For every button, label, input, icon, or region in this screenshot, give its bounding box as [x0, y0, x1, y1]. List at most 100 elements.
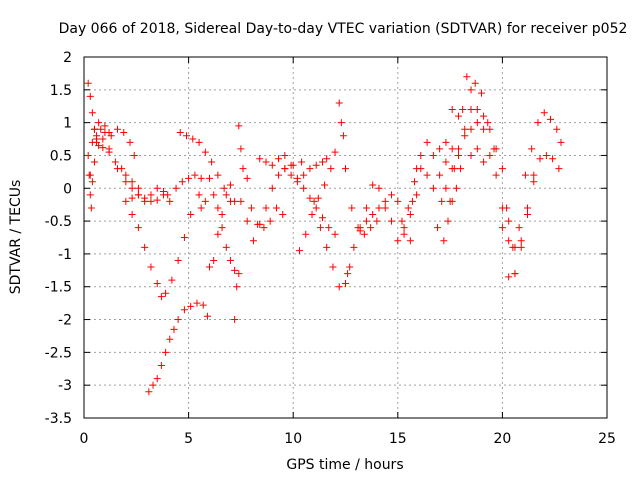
data-point: [249, 237, 257, 245]
data-point: [300, 171, 308, 179]
y-tick-label: -0.5: [45, 214, 72, 230]
data-point: [147, 197, 155, 205]
data-point: [325, 224, 333, 232]
data-point: [99, 144, 107, 152]
data-point: [218, 211, 226, 219]
data-point: [515, 224, 523, 232]
data-point: [206, 174, 214, 182]
data-point: [195, 191, 203, 199]
data-point: [147, 263, 155, 271]
data-point: [327, 165, 335, 173]
data-point: [193, 299, 201, 307]
data-point: [331, 230, 339, 238]
data-point: [444, 217, 452, 225]
data-point: [176, 128, 184, 136]
plot-frame: [83, 56, 608, 419]
data-point: [477, 89, 485, 97]
data-point: [189, 135, 197, 143]
data-point: [191, 171, 199, 179]
data-point: [517, 237, 525, 245]
data-point: [448, 106, 456, 114]
data-point: [356, 227, 364, 235]
data-point: [197, 204, 205, 212]
data-point: [413, 191, 421, 199]
data-point: [473, 145, 481, 153]
data-point: [206, 263, 214, 271]
data-point: [316, 224, 324, 232]
data-point: [153, 279, 161, 287]
data-point: [306, 165, 314, 173]
data-point: [362, 217, 370, 225]
data-point: [153, 196, 161, 204]
data-point: [203, 312, 211, 320]
data-point: [323, 155, 331, 163]
data-point: [471, 79, 479, 87]
grid: [84, 57, 607, 418]
data-point: [164, 191, 172, 199]
data-point: [318, 214, 326, 222]
data-point: [480, 125, 488, 133]
data-point: [362, 204, 370, 212]
data-point: [547, 115, 555, 123]
data-point: [134, 184, 142, 192]
data-point: [360, 230, 368, 238]
data-point: [473, 106, 481, 114]
data-point: [178, 178, 186, 186]
data-point: [86, 191, 94, 199]
data-point: [233, 283, 241, 291]
data-point: [511, 270, 519, 278]
data-point: [162, 348, 170, 356]
y-tick-label: 0.5: [50, 148, 72, 164]
data-point: [256, 220, 264, 228]
data-point: [388, 191, 396, 199]
data-point: [199, 301, 207, 309]
data-point: [86, 92, 94, 100]
data-point: [530, 171, 538, 179]
data-point: [408, 197, 416, 205]
data-point: [369, 211, 377, 219]
data-point: [93, 132, 101, 140]
data-point: [222, 191, 230, 199]
data-point: [302, 230, 310, 238]
data-point: [331, 148, 339, 156]
y-tick-label: 1: [63, 116, 72, 132]
data-point: [174, 316, 182, 324]
data-point: [498, 224, 506, 232]
data-point: [339, 132, 347, 140]
data-point: [105, 145, 113, 153]
x-tick-label: 25: [598, 431, 616, 447]
data-point: [517, 243, 525, 251]
data-point: [452, 184, 460, 192]
data-point: [467, 125, 475, 133]
data-point: [394, 237, 402, 245]
data-point: [185, 174, 193, 182]
data-point: [281, 151, 289, 159]
data-point: [457, 165, 465, 173]
data-point: [461, 125, 469, 133]
data-point: [128, 194, 136, 202]
data-point: [530, 178, 538, 186]
chart-title: Day 066 of 2018, Sidereal Day-to-day VTE…: [59, 21, 628, 37]
data-point: [467, 106, 475, 114]
y-tick-label: -1: [58, 247, 72, 263]
data-point: [312, 204, 320, 212]
data-point: [99, 135, 107, 143]
data-point: [400, 224, 408, 232]
x-tick-label: 5: [184, 431, 193, 447]
x-tick-label: 0: [80, 431, 89, 447]
data-point: [329, 263, 337, 271]
data-point: [335, 99, 343, 107]
data-point: [498, 165, 506, 173]
data-point: [90, 125, 98, 133]
data-point: [467, 151, 475, 159]
data-point: [400, 230, 408, 238]
data-point: [197, 174, 205, 182]
data-point: [275, 171, 283, 179]
data-point: [404, 204, 412, 212]
data-point: [134, 224, 142, 232]
data-point: [429, 184, 437, 192]
data-point: [243, 217, 251, 225]
data-point: [381, 204, 389, 212]
data-point: [90, 158, 98, 166]
y-tick-label: 1.5: [50, 83, 72, 99]
